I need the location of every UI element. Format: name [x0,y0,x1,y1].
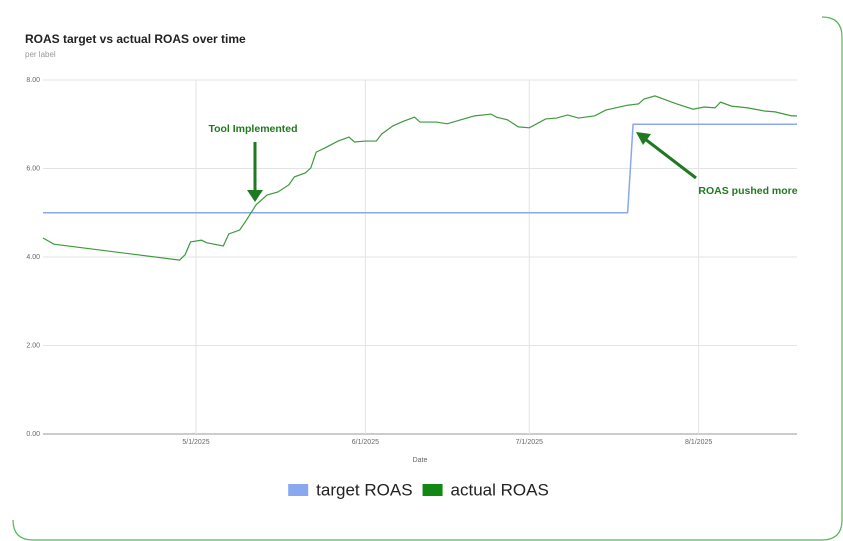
annotation: ROAS pushed more [636,132,798,197]
annotation-text: Tool Implemented [208,123,297,135]
plot [42,95,797,261]
series-line [43,123,797,214]
x-tick-label: 8/1/2025 [685,439,712,446]
chart-title: ROAS target vs actual ROAS over time [25,32,246,46]
frame [12,16,843,541]
arrowhead [247,190,263,202]
x-axis-label: Date [413,457,428,464]
arrowhead [636,132,651,145]
y-tick-label: 0.00 [26,431,40,438]
y-tick-label: 4.00 [26,254,40,261]
chart-subtitle: per label [25,50,56,59]
x-tick-label: 7/1/2025 [516,439,543,446]
grid: 0.00 2.00 4.00 6.00 8.00 5/1/2025 6/1/2025 7/1/… [26,77,797,446]
x-tick-label: 6/1/2025 [352,439,379,446]
legend-swatch [288,484,309,496]
annotation-text: ROAS pushed more [698,185,797,197]
legend-label: actual ROAS [451,480,549,499]
legend-swatch [422,484,443,496]
annotation: Tool Implemented [208,123,298,202]
y-tick-label: 6.00 [26,165,40,172]
y-tick-label: 8.00 [26,77,40,84]
y-tick-label: 2.00 [26,342,40,349]
arrow [644,137,697,180]
legend: target ROAS actual ROAS [288,480,549,499]
legend-label: target ROAS [316,480,412,499]
x-tick-label: 5/1/2025 [182,439,209,446]
series-line [42,95,797,261]
